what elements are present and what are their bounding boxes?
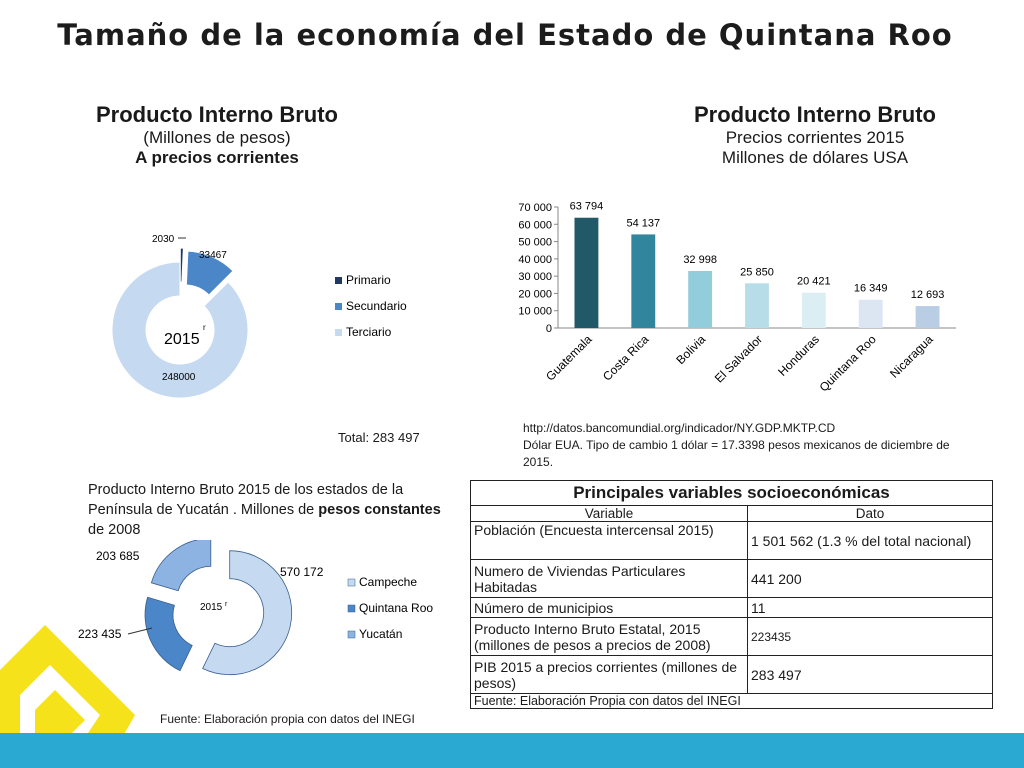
y-tick-label: 50 000 <box>518 237 552 249</box>
value-label-terciario: 248000 <box>162 372 196 383</box>
right-chart-header: Producto Interno Bruto Precios corriente… <box>660 102 970 168</box>
bar-nicaragua <box>915 306 940 328</box>
table-footer: Fuente: Elaboración Propia con datos del… <box>470 693 993 709</box>
yucatan-doughnut-chart: 570 172 223 435 203 685 2015 r Campeche Quinta… <box>78 540 433 676</box>
bar-value-label: 25 850 <box>740 266 774 278</box>
x-tick-label: Bolivia <box>673 332 708 367</box>
legend-label-secundario: Secundario <box>346 299 407 313</box>
x-tick-label: Quintana Roo <box>817 332 879 394</box>
slice-yucatan <box>150 540 212 592</box>
value-label-secundario: 33467 <box>199 250 227 261</box>
legend-label-yucatan: Yucatán <box>359 627 402 641</box>
value-label-primario: 2030 <box>152 234 175 245</box>
source-url: http://datos.bancomundial.org/indicador/… <box>523 421 836 435</box>
yucatan-chart-source: Fuente: Elaboración propia con datos del… <box>160 712 415 726</box>
source-exchange-year: 2015. <box>523 455 554 469</box>
table-cell-dato: 283 497 <box>747 655 993 694</box>
socioeconomic-table-container: Principales variables socioeconómicas Va… <box>470 480 993 709</box>
yucatan-title-part3: de 2008 <box>88 522 141 538</box>
table-cell-variable: Población (Encuesta intercensal 2015) <box>470 521 748 560</box>
table-cell-variable: Numero de Viviendas Particulares Habitad… <box>470 559 748 598</box>
bar-guatemala <box>574 217 599 328</box>
legend-swatch-secundario <box>335 303 342 310</box>
legend-swatch-quintana-roo <box>347 604 356 613</box>
x-tick-label: Nicaragua <box>887 332 936 381</box>
left-chart-total: Total: 283 497 <box>338 430 420 445</box>
decorative-logo-shape <box>0 625 135 768</box>
bar-value-label: 54 137 <box>626 217 660 229</box>
yucatan-title-bold: pesos constantes <box>318 502 441 518</box>
bar-value-label: 63 794 <box>570 201 604 213</box>
yucatan-chart-title: Producto Interno Bruto 2015 de los estad… <box>88 480 458 540</box>
bar-quintana-roo <box>858 299 883 328</box>
left-chart-header: Producto Interno Bruto (Millones de peso… <box>72 102 362 168</box>
y-tick-label: 0 <box>546 323 552 335</box>
legend-swatch-campeche <box>347 578 356 587</box>
bar-costa-rica <box>631 234 656 328</box>
x-tick-label: Honduras <box>775 332 822 379</box>
bar-value-label: 16 349 <box>854 283 888 295</box>
gdp-bar-chart: 0 10 000 20 000 30 000 40 000 50 000 60 000 70 … <box>518 201 956 394</box>
x-tick-label: Guatemala <box>543 332 595 384</box>
right-chart-subtitle-2: Millones de dólares USA <box>721 148 909 167</box>
value-label-quintana-roo: 223 435 <box>78 627 122 641</box>
table-cell-variable: Producto Interno Bruto Estatal, 2015 (mi… <box>470 617 748 656</box>
x-tick-label: El Salvador <box>712 332 765 385</box>
y-tick-label: 20 000 <box>518 288 552 300</box>
bar-bolivia <box>688 270 713 328</box>
table-cell-variable: Número de municipios <box>470 597 748 618</box>
center-year-sup: r <box>225 601 228 608</box>
y-tick-label: 60 000 <box>518 219 552 231</box>
y-tick-label: 10 000 <box>518 306 552 318</box>
legend-swatch-terciario <box>335 329 342 336</box>
left-chart-title: Producto Interno Bruto <box>96 102 338 127</box>
slice-terciario <box>111 261 249 399</box>
yucatan-title-part2: Península de Yucatán . Millones de <box>88 502 319 518</box>
slice-quintana-roo <box>144 596 193 672</box>
bottom-band <box>0 733 1024 768</box>
table-header-variable: Variable <box>470 505 748 522</box>
value-label-campeche: 570 172 <box>280 565 324 579</box>
legend-label-campeche: Campeche <box>359 575 417 589</box>
center-year-sup: r <box>203 323 206 332</box>
y-tick-label: 70 000 <box>518 202 552 214</box>
legend-label-quintana-roo: Quintana Roo <box>359 601 433 615</box>
value-label-yucatan: 203 685 <box>96 549 140 563</box>
legend-label-primario: Primario <box>346 273 391 287</box>
bar-value-label: 20 421 <box>797 276 831 288</box>
table-cell-dato: 441 200 <box>747 559 993 598</box>
table-title: Principales variables socioeconómicas <box>470 480 993 506</box>
center-year-label: 2015 <box>164 331 200 348</box>
page-title: Tamaño de la economía del Estado de Quin… <box>57 18 953 52</box>
socioeconomic-table: Principales variables socioeconómicas Va… <box>470 480 993 709</box>
slice-campeche <box>202 550 293 676</box>
bar-value-label: 12 693 <box>911 289 945 301</box>
table-cell-dato: 1 501 562 (1.3 % del total nacional) <box>747 521 993 560</box>
center-year-label: 2015 <box>200 602 223 613</box>
source-exchange-rate: Dólar EUA. Tipo de cambio 1 dólar = 17.3… <box>523 438 950 452</box>
leader-line-quintana-roo <box>127 627 153 635</box>
table-header-dato: Dato <box>747 505 993 522</box>
bar-chart-source: http://datos.bancomundial.org/indicador/… <box>523 420 993 471</box>
right-chart-subtitle-1: Precios corrientes 2015 <box>725 128 905 147</box>
right-chart-title: Producto Interno Bruto <box>694 102 936 127</box>
left-chart-subtitle-2: A precios corrientes <box>135 148 299 167</box>
table-cell-dato: 11 <box>747 597 993 618</box>
table-cell-variable: PIB 2015 a precios corrientes (millones … <box>470 655 748 694</box>
y-tick-label: 30 000 <box>518 271 552 283</box>
left-chart-subtitle-1: (Millones de pesos) <box>143 128 291 147</box>
slice-secundario <box>185 250 234 296</box>
slice-primario <box>179 247 184 283</box>
bar-el-salvador <box>745 283 769 328</box>
legend-label-terciario: Terciario <box>346 325 392 339</box>
yucatan-title-part1: Producto Interno Bruto 2015 de los estad… <box>88 482 404 498</box>
table-cell-dato: 223435 <box>747 617 993 656</box>
bar-honduras <box>801 292 826 328</box>
x-tick-label: Costa Rica <box>600 332 652 384</box>
legend-swatch-primario <box>335 277 342 284</box>
legend-swatch-yucatan <box>347 630 356 639</box>
y-tick-label: 40 000 <box>518 254 552 266</box>
bar-value-label: 32 998 <box>683 254 717 266</box>
